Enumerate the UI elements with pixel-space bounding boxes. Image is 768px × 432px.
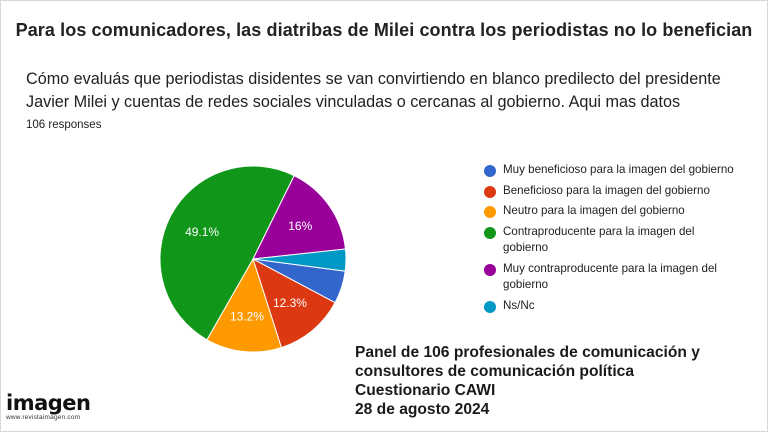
legend-item-1: Beneficioso para la imagen del gobierno [484, 183, 744, 200]
legend-swatch-5 [484, 300, 496, 313]
legend-swatch-1 [484, 185, 496, 198]
slice-label-4: 16% [288, 219, 312, 233]
pie-slice-2 [206, 257, 283, 353]
response-count: 106 responses [26, 119, 102, 131]
headline: Para los comunicadores, las diatribas de… [15, 20, 753, 40]
legend-item-3: Contraproducente para la imagen del gobi… [484, 224, 744, 257]
panel-line-3: Cuestionario CAWI [355, 382, 496, 399]
legend-label-3: Contraproducente para la imagen del gobi… [503, 224, 695, 255]
legend-item-4: Muy contraproducente para la imagen del … [484, 261, 744, 294]
panel-info: Panel de 106 profesionales de comunicaci… [355, 343, 765, 419]
slice-label-3: 49.1% [185, 225, 219, 239]
legend-label-4: Muy contraproducente para la imagen del … [503, 261, 717, 292]
chart-legend: Muy beneficioso para la imagen del gobie… [484, 162, 744, 318]
legend-label-5: Ns/Nc [503, 298, 535, 312]
logo-url: www.revistaimagen.com [6, 414, 81, 421]
legend-swatch-2 [484, 206, 496, 218]
panel-line-2: consultores de comunicación política [355, 363, 635, 380]
imagen-logo: imagen www.revistaimagen.com [6, 391, 91, 421]
logo-wordmark: imagen [6, 391, 91, 415]
legend-swatch-0 [484, 165, 496, 177]
legend-label-1: Beneficioso para la imagen del gobierno [503, 183, 710, 197]
legend-label-2: Neutro para la imagen del gobierno [503, 204, 685, 217]
legend-label-0: Muy beneficioso para la imagen del gobie… [503, 163, 734, 176]
pie-slice-5 [252, 248, 347, 272]
slice-label-1: 12.3% [273, 296, 307, 310]
panel-line-4: 28 de agosto 2024 [355, 401, 490, 418]
legend-item-0: Muy beneficioso para la imagen del gobie… [484, 162, 744, 179]
pie-slice-3 [159, 165, 295, 341]
legend-item-2: Neutro para la imagen del gobierno [484, 203, 744, 220]
slice-label-2: 13.2% [230, 309, 264, 323]
legend-item-5: Ns/Nc [484, 298, 744, 315]
legend-swatch-4 [484, 263, 496, 276]
pie-slice-4 [252, 174, 347, 260]
pie-slice-1 [252, 257, 336, 349]
legend-swatch-3 [484, 226, 496, 239]
survey-question: Cómo evaluás que periodistas disidentes … [26, 70, 721, 111]
panel-line-1: Panel de 106 profesionales de comunicaci… [355, 344, 700, 361]
